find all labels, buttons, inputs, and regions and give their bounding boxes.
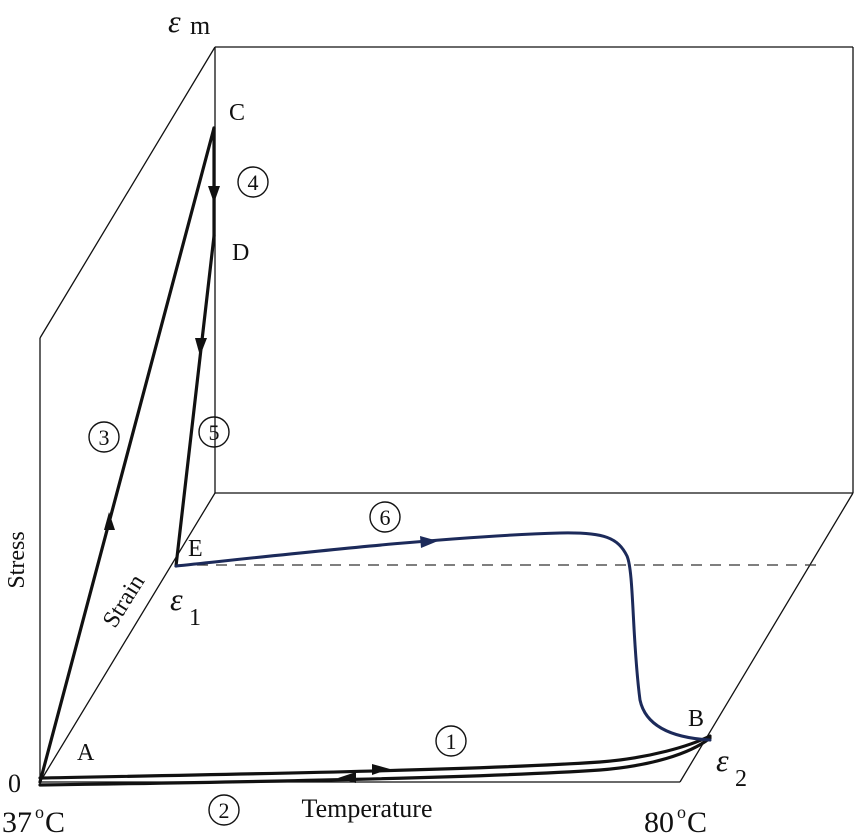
temp-low-unit: C — [45, 806, 65, 839]
point-e-label: E — [188, 536, 203, 562]
epsilon-m-label: ε m — [168, 3, 210, 40]
step3-number: 3 — [99, 425, 110, 450]
frame-box — [39, 46, 854, 783]
epsilon-m-symbol: ε — [168, 3, 181, 39]
step2-marker: 2 — [208, 794, 240, 826]
temp-low-value: 37 — [2, 806, 32, 839]
step5-arrow — [195, 338, 207, 356]
step2-number: 2 — [219, 798, 230, 823]
temperature-axis-label: Temperature — [302, 794, 433, 823]
point-c-label: C — [229, 100, 245, 126]
point-a-label: A — [77, 740, 95, 766]
step5-number: 5 — [209, 420, 220, 445]
step6-marker: 6 — [369, 501, 401, 533]
step4-number: 4 — [248, 170, 259, 195]
step6-arrow — [420, 536, 438, 548]
temp-high-unit: C — [687, 806, 707, 839]
temp-low-label: 37 o C — [2, 802, 65, 839]
step5-cooling-path — [174, 234, 216, 568]
step6-number: 6 — [380, 505, 391, 530]
epsilon-1-label: ε 1 — [170, 581, 201, 631]
point-b-label: B — [688, 706, 704, 732]
epsilon-2-label: ε 2 — [716, 742, 747, 792]
epsilon-2-subscript: 2 — [735, 766, 747, 792]
epsilon-1-symbol: ε — [170, 581, 183, 617]
step1-heating-path — [38, 734, 712, 780]
strain-axis — [39, 492, 216, 783]
step6-recovery-path — [174, 531, 712, 742]
step3-circle — [88, 421, 120, 453]
epsilon-2-symbol: ε — [716, 742, 729, 778]
step3-arrow — [104, 512, 115, 530]
step2-arrow — [338, 772, 356, 783]
step4-arrow — [208, 186, 220, 203]
origin-label: 0 — [8, 769, 21, 798]
step6-circle — [369, 501, 401, 533]
temp-high-label: 80 o C — [644, 802, 707, 839]
frame-top-diagonal — [39, 46, 216, 339]
stress-axis-label: Stress — [4, 531, 30, 588]
epsilon-1-subscript: 1 — [189, 605, 201, 631]
temp-high-degree: o — [677, 802, 686, 822]
temp-high-value: 80 — [644, 806, 674, 839]
step5-marker: 5 — [198, 416, 230, 448]
step5-circle — [198, 416, 230, 448]
temp-low-degree: o — [35, 802, 44, 822]
step4-marker: 4 — [237, 166, 269, 198]
point-d-label: D — [232, 240, 249, 266]
step3-marker: 3 — [88, 421, 120, 453]
epsilon-m-subscript: m — [190, 11, 210, 40]
step3-loading-path — [38, 126, 216, 784]
step2-cooling-path — [38, 736, 712, 787]
step2-circle — [208, 794, 240, 826]
frame-right-diagonal — [679, 492, 854, 783]
step1-arrow — [372, 764, 390, 775]
step1-marker: 1 — [435, 725, 467, 757]
step1-number: 1 — [446, 729, 457, 754]
step4-circle — [237, 166, 269, 198]
step1-circle — [435, 725, 467, 757]
strain-axis-label: Strain — [98, 570, 150, 632]
